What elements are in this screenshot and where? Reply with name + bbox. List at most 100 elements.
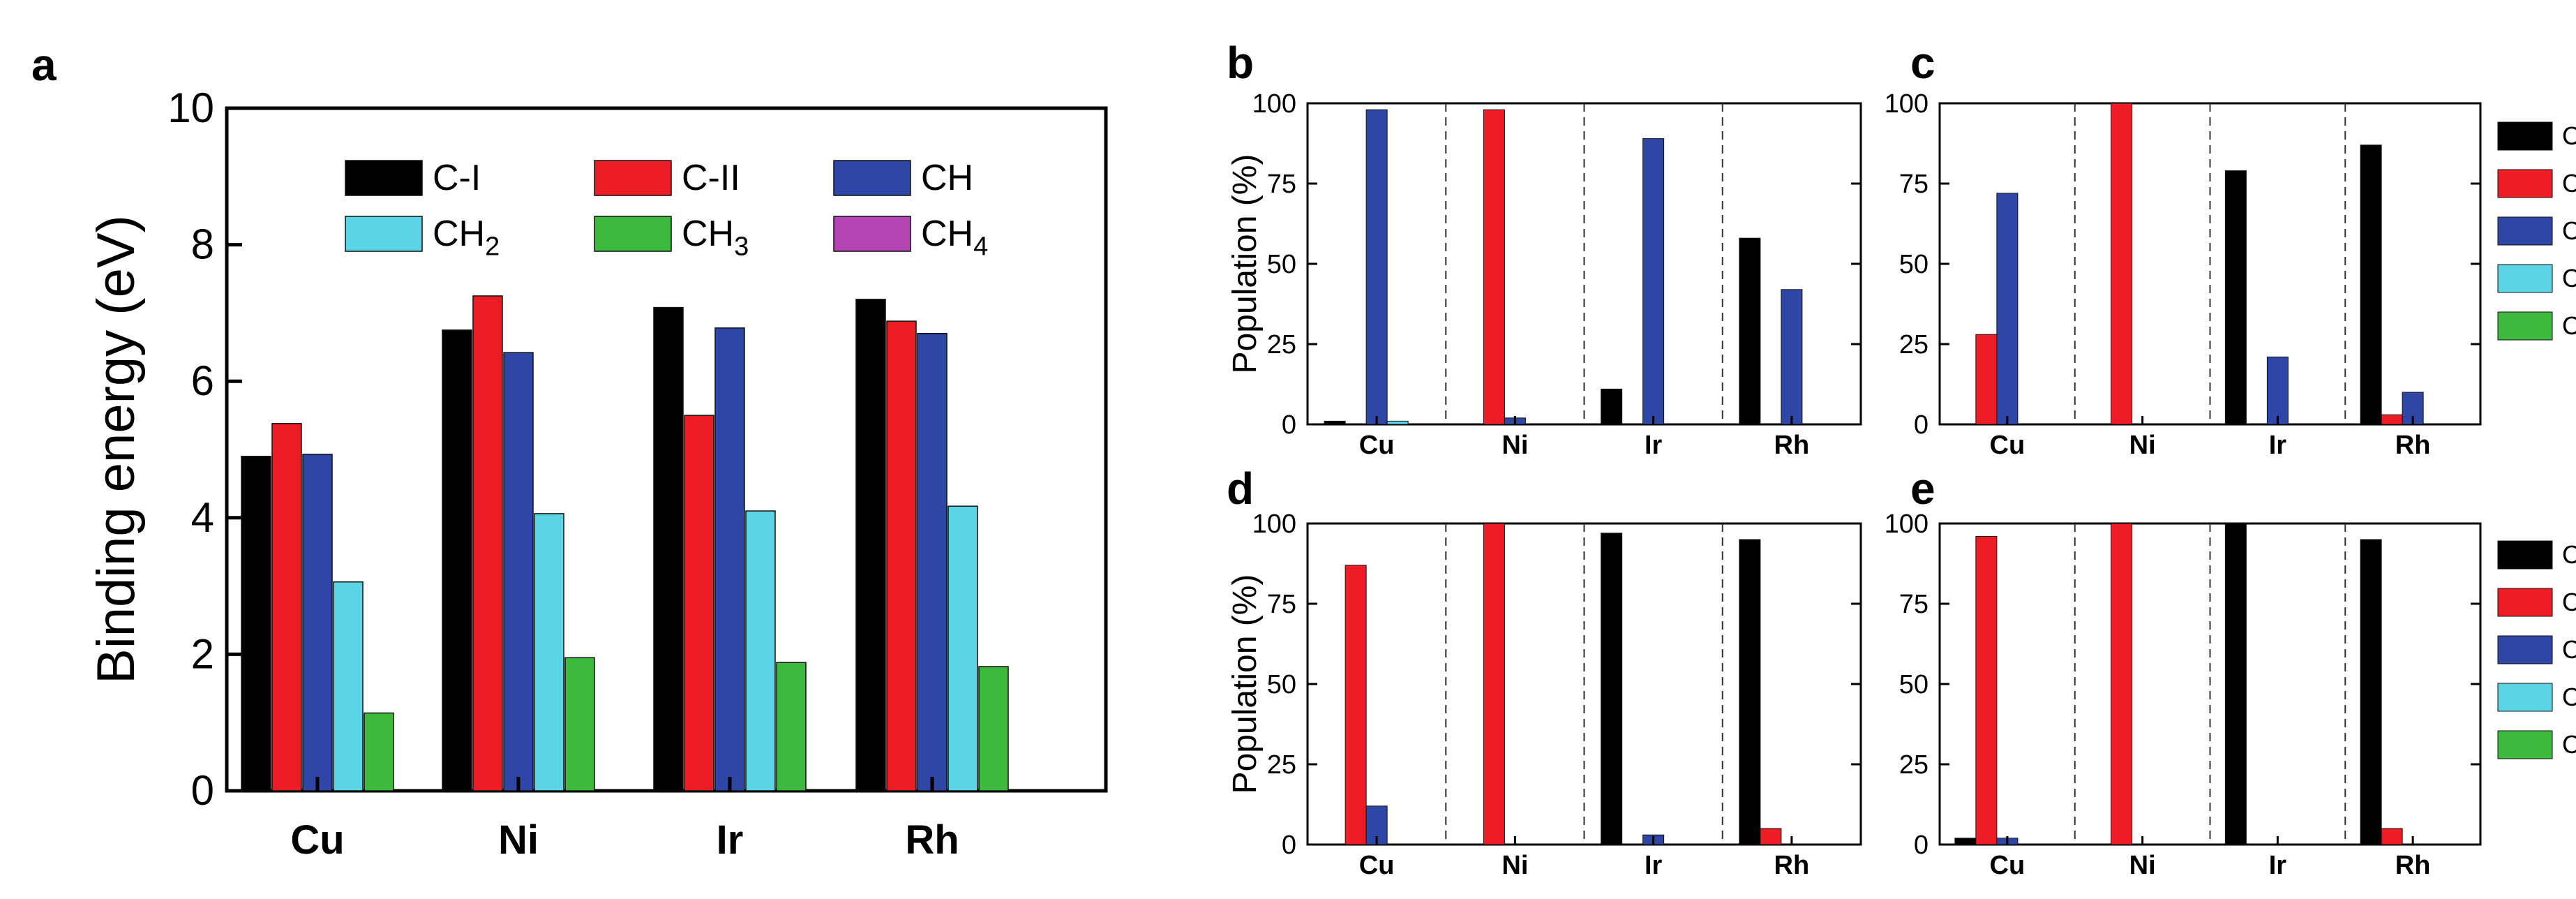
panel-letter-c: c — [1910, 38, 1935, 88]
x-tick-label: Ni — [498, 817, 539, 863]
bar-c-i-rh — [855, 299, 886, 792]
panel-c: c 0 25 50 75 100 Cu Ni Ir Rh C-I C-II CH CH2 CH3 — [1885, 38, 2576, 460]
bar-ch2-ni — [534, 513, 564, 792]
y-tick-label: 100 — [1885, 89, 1929, 119]
bar-ch3-ni — [564, 657, 595, 792]
bar-c-ii-rh — [2381, 828, 2403, 845]
y-tick-label: 50 — [1267, 250, 1296, 279]
bar-ch-ir — [1642, 138, 1665, 425]
bar-c-i-cu — [241, 456, 271, 792]
legend-swatch-ch2 — [2497, 683, 2553, 712]
y-tick-label: 100 — [1885, 510, 1929, 539]
x-tick-label: Rh — [1774, 851, 1810, 880]
bar-ch-cu — [1996, 193, 2019, 425]
y-axis-title: Population (%) — [1227, 154, 1264, 374]
x-tick-label: Rh — [2395, 851, 2431, 880]
bar-c-ii-ni — [2111, 103, 2133, 425]
y-axis-title: Population (%) — [1227, 574, 1264, 794]
y-tick-label: 0 — [1282, 831, 1296, 860]
y-tick-label: 0 — [1282, 410, 1296, 440]
y-tick-label: 50 — [1267, 670, 1296, 699]
y-tick-label: 75 — [1267, 170, 1296, 199]
y-tick-label: 25 — [1899, 750, 1929, 780]
y-tick-label: 8 — [191, 221, 214, 268]
x-tick-label: Cu — [1359, 431, 1395, 460]
legend-label-c-i: C-I — [2562, 540, 2576, 569]
legend-label-ch3: CH3 — [2562, 730, 2576, 764]
legend-swatch-ch4 — [833, 216, 911, 252]
legend-label-c-i: C-I — [433, 158, 481, 198]
bar-c-i-rh — [1739, 237, 1761, 425]
y-tick-label: 0 — [191, 767, 214, 814]
legend-label-c-i: C-I — [2562, 121, 2576, 150]
legend-swatch-c-ii — [594, 160, 672, 196]
legend-swatch-c-i — [2497, 540, 2553, 570]
legend-swatch-ch3 — [2497, 311, 2553, 341]
bar-c-ii-cu — [271, 423, 302, 792]
x-tick-label: Ir — [1645, 431, 1663, 460]
bar-c-ii-ni — [472, 295, 503, 792]
legend-label-ch: CH — [2562, 635, 2576, 664]
y-tick-label: 25 — [1267, 330, 1296, 359]
legend-swatch-ch — [2497, 216, 2553, 246]
bar-c-ii-ni — [1483, 523, 1505, 845]
y-tick-label: 4 — [191, 494, 214, 541]
x-tick-label: Ir — [2269, 851, 2287, 880]
bar-ch3-cu — [364, 712, 394, 792]
panel-e: e 0 25 50 75 100 Cu Ni Ir Rh C-I C-II CH CH2 CH3 — [1885, 463, 2576, 880]
bar-c-ii-rh — [1760, 828, 1782, 845]
panel-b: b 0 25 50 75 100 Population (%) Cu Ni Ir Rh — [1227, 38, 1862, 460]
y-axis-title: Binding energy (eV) — [87, 215, 146, 684]
bar-c-i-rh — [2360, 539, 2382, 845]
x-tick-label: Rh — [1774, 431, 1810, 460]
x-tick-label: Rh — [905, 817, 959, 863]
legend-label-ch: CH — [2562, 216, 2576, 245]
bar-ch-ir — [2266, 356, 2289, 425]
bar-c-i-cu — [1954, 838, 1977, 845]
x-tick-label: Ir — [2269, 431, 2287, 460]
x-tick-label: Cu — [1359, 851, 1395, 880]
bar-ch2-cu — [333, 581, 364, 792]
legend-label-c-ii: C-II — [2562, 588, 2576, 616]
y-tick-label: 0 — [1914, 831, 1929, 860]
y-tick-label: 25 — [1267, 750, 1296, 780]
y-tick-label: 75 — [1267, 590, 1296, 619]
legend-label-ch3: CH3 — [2562, 311, 2576, 345]
bar-ch3-rh — [978, 666, 1009, 792]
bar-c-i-cu — [1324, 420, 1346, 425]
legend-swatch-ch2 — [345, 216, 423, 252]
panel-letter-a: a — [31, 40, 57, 90]
y-tick-label: 75 — [1899, 170, 1929, 199]
bar-c-i-ir — [2224, 170, 2247, 425]
legend-swatch-ch3 — [594, 216, 672, 252]
x-tick-label: Ni — [2129, 851, 2156, 880]
x-tick-label: Ni — [1502, 851, 1528, 880]
x-tick-label: Ni — [1502, 431, 1528, 460]
bar-c-ii-cu — [1975, 334, 1998, 425]
y-tick-label: 75 — [1899, 590, 1929, 619]
y-tick-label: 10 — [167, 84, 214, 131]
legend-swatch-c-i — [2497, 121, 2553, 151]
legend-swatch-ch — [2497, 635, 2553, 664]
bar-ch3-ir — [776, 662, 807, 792]
legend-swatch-c-ii — [2497, 588, 2553, 617]
bar-c-ii-rh — [886, 320, 917, 792]
legend-label-ch: CH — [921, 158, 973, 198]
legend-label-ch4: CH4 — [921, 214, 988, 261]
bar-ch2-cu — [1386, 420, 1409, 425]
legend-swatch-c-ii — [2497, 169, 2553, 198]
bar-c-ii-ni — [1483, 109, 1505, 425]
legend-label-ch2: CH2 — [433, 214, 500, 261]
y-tick-label: 25 — [1899, 330, 1929, 359]
bar-c-i-ir — [2224, 523, 2247, 845]
y-tick-label: 0 — [1914, 410, 1929, 440]
bar-c-ii-cu — [1975, 535, 1998, 845]
bar-ch-cu — [302, 454, 333, 792]
bar-c-i-rh — [1739, 539, 1761, 845]
bar-ch2-ir — [745, 510, 776, 792]
panel-d: d 0 25 50 75 100 Population (%) Cu Ni Ir Rh — [1227, 463, 1862, 880]
bar-c-i-ir — [653, 306, 684, 792]
legend-swatch-c-i — [345, 160, 423, 196]
panel-a: a 0 2 4 6 8 10 Binding energy (eV) Cu Ni Ir Rh C-I C-… — [31, 40, 1108, 863]
